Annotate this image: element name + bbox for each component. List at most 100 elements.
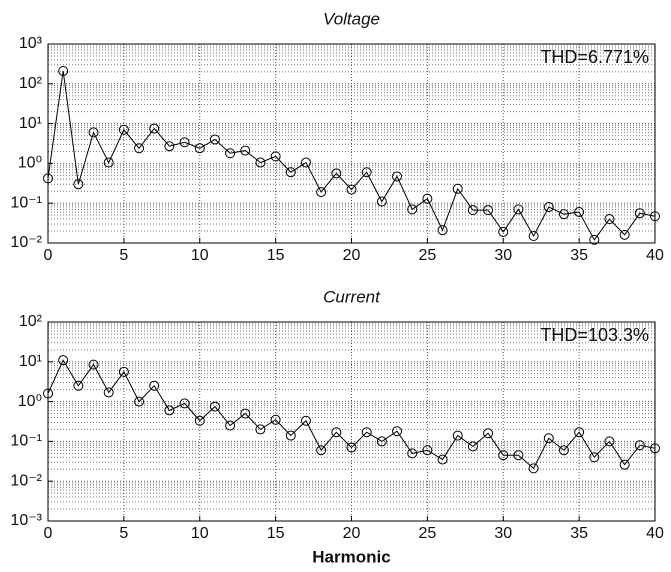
- data-point: [574, 207, 585, 218]
- data-point: [467, 441, 478, 452]
- x-tick-label: 0: [44, 247, 53, 264]
- data-point: [134, 143, 145, 154]
- x-tick-label: 25: [418, 525, 436, 542]
- x-tick-label: 30: [494, 525, 512, 542]
- data-point: [300, 415, 311, 426]
- data-point: [285, 167, 296, 178]
- data-point: [467, 205, 478, 216]
- data-point: [149, 123, 160, 134]
- data-point: [225, 420, 236, 431]
- data-point: [300, 157, 311, 168]
- data-point: [225, 148, 236, 159]
- data-point: [650, 211, 660, 222]
- data-point: [285, 430, 296, 441]
- x-tick-label: 25: [418, 247, 436, 264]
- data-point: [574, 427, 585, 438]
- data-point: [422, 193, 433, 204]
- chart-title: Current: [323, 287, 381, 306]
- data-point: [43, 388, 53, 399]
- data-point: [194, 415, 205, 426]
- data-point: [619, 459, 630, 470]
- data-point: [498, 450, 509, 461]
- data-point: [103, 157, 114, 168]
- data-point: [43, 173, 53, 184]
- data-point: [376, 436, 387, 447]
- series-line: [47, 359, 656, 470]
- data-point: [634, 440, 645, 451]
- data-point: [513, 204, 524, 215]
- data-point: [558, 209, 569, 220]
- y-tick-label: 10⁻¹: [10, 433, 42, 450]
- data-point: [270, 151, 281, 162]
- x-tick-label: 30: [494, 247, 512, 264]
- x-tick-label: 10: [191, 525, 209, 542]
- data-point: [316, 187, 327, 198]
- data-point: [437, 225, 448, 236]
- data-point: [149, 380, 160, 391]
- data-point: [437, 454, 448, 465]
- data-point: [209, 401, 220, 412]
- annotation: THD=103.3%: [540, 325, 649, 345]
- y-tick-label: 10⁰: [18, 393, 42, 410]
- data-point: [376, 196, 387, 207]
- data-point: [528, 230, 539, 241]
- data-point: [88, 127, 99, 138]
- data-point: [392, 426, 403, 437]
- data-point: [73, 179, 84, 190]
- data-point: [240, 408, 251, 419]
- y-tick-label: 10⁻³: [10, 512, 42, 529]
- x-tick-label: 20: [343, 247, 361, 264]
- data-point: [498, 226, 509, 237]
- data-point: [558, 445, 569, 456]
- y-tick-label: 10⁻¹: [10, 194, 42, 211]
- data-point: [118, 124, 129, 135]
- x-tick-label: 40: [646, 247, 664, 264]
- data-point: [634, 208, 645, 219]
- y-tick-label: 10⁰: [18, 155, 42, 172]
- data-point: [361, 427, 372, 438]
- data-point: [134, 396, 145, 407]
- x-tick-label: 35: [570, 525, 588, 542]
- y-tick-label: 10²: [19, 313, 43, 330]
- data-point: [604, 214, 615, 225]
- data-point: [392, 171, 403, 182]
- data-point: [331, 427, 342, 438]
- x-tick-label: 20: [343, 525, 361, 542]
- data-point: [650, 443, 660, 454]
- data-point: [346, 442, 357, 453]
- x-tick-label: 35: [570, 247, 588, 264]
- data-point: [422, 445, 433, 456]
- data-point: [88, 359, 99, 370]
- annotation: THD=6.771%: [540, 47, 649, 67]
- data-point: [164, 141, 175, 152]
- data-point: [513, 450, 524, 461]
- data-point: [543, 433, 554, 444]
- data-point: [543, 202, 554, 213]
- x-tick-label: 5: [119, 525, 128, 542]
- x-tick-label: 10: [191, 247, 209, 264]
- data-point: [73, 380, 84, 391]
- data-point: [58, 65, 69, 76]
- y-tick-label: 10²: [19, 75, 43, 92]
- y-tick-label: 10⁻²: [10, 234, 42, 251]
- data-point: [316, 445, 327, 456]
- y-tick-label: 10¹: [19, 353, 42, 370]
- data-point: [255, 424, 266, 435]
- x-tick-label: 40: [646, 525, 664, 542]
- y-tick-label: 10¹: [19, 115, 42, 132]
- data-point: [407, 204, 418, 215]
- data-point: [452, 183, 463, 194]
- x-tick-label: 0: [44, 525, 53, 542]
- data-point: [483, 205, 494, 216]
- data-point: [346, 184, 357, 195]
- data-point: [103, 387, 114, 398]
- data-point: [240, 145, 251, 156]
- chart-title: Voltage: [323, 9, 380, 28]
- series-line: [47, 70, 656, 241]
- data-point: [270, 414, 281, 425]
- y-tick-label: 10⁻²: [10, 472, 42, 489]
- data-point: [255, 157, 266, 168]
- x-tick-label: 15: [267, 247, 285, 264]
- data-point: [619, 229, 630, 240]
- data-point: [194, 143, 205, 154]
